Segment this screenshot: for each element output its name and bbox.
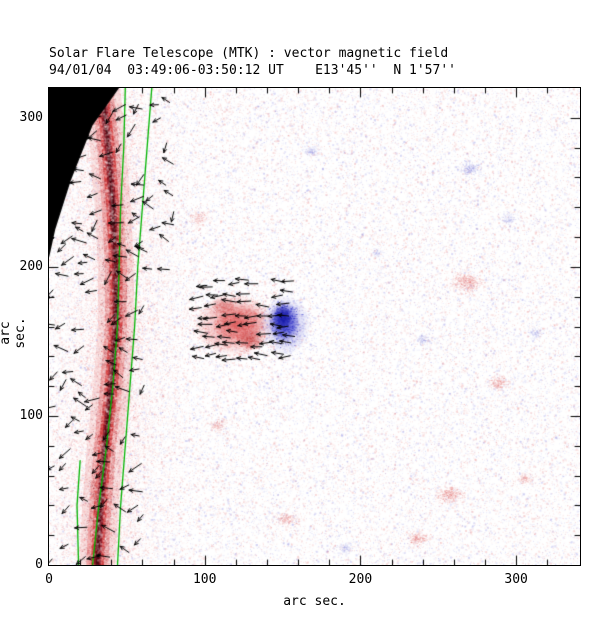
y-tick-label: 100: [19, 407, 43, 423]
chart-subtitle: 94/01/04 03:49:06-03:50:12 UT E13'45'' N…: [49, 63, 456, 78]
x-tick-label: 0: [45, 572, 53, 587]
x-tick-label: 100: [192, 572, 217, 587]
plot-frame: [48, 87, 581, 566]
chart-title: Solar Flare Telescope (MTK) : vector mag…: [49, 46, 449, 61]
magnetogram-canvas: [49, 88, 580, 565]
x-tick-label: 200: [348, 572, 373, 587]
x-axis-title: arc sec.: [283, 594, 346, 609]
y-tick-label: 200: [19, 258, 43, 274]
y-tick-label: 0: [35, 557, 43, 572]
plot-area: arc sec. arc sec. 0 100 200 300 0 100 200 300: [0, 87, 581, 609]
x-tick-label: 300: [504, 572, 528, 587]
y-tick-label: 300: [19, 109, 43, 125]
y-axis-title: arc sec.: [0, 317, 28, 349]
